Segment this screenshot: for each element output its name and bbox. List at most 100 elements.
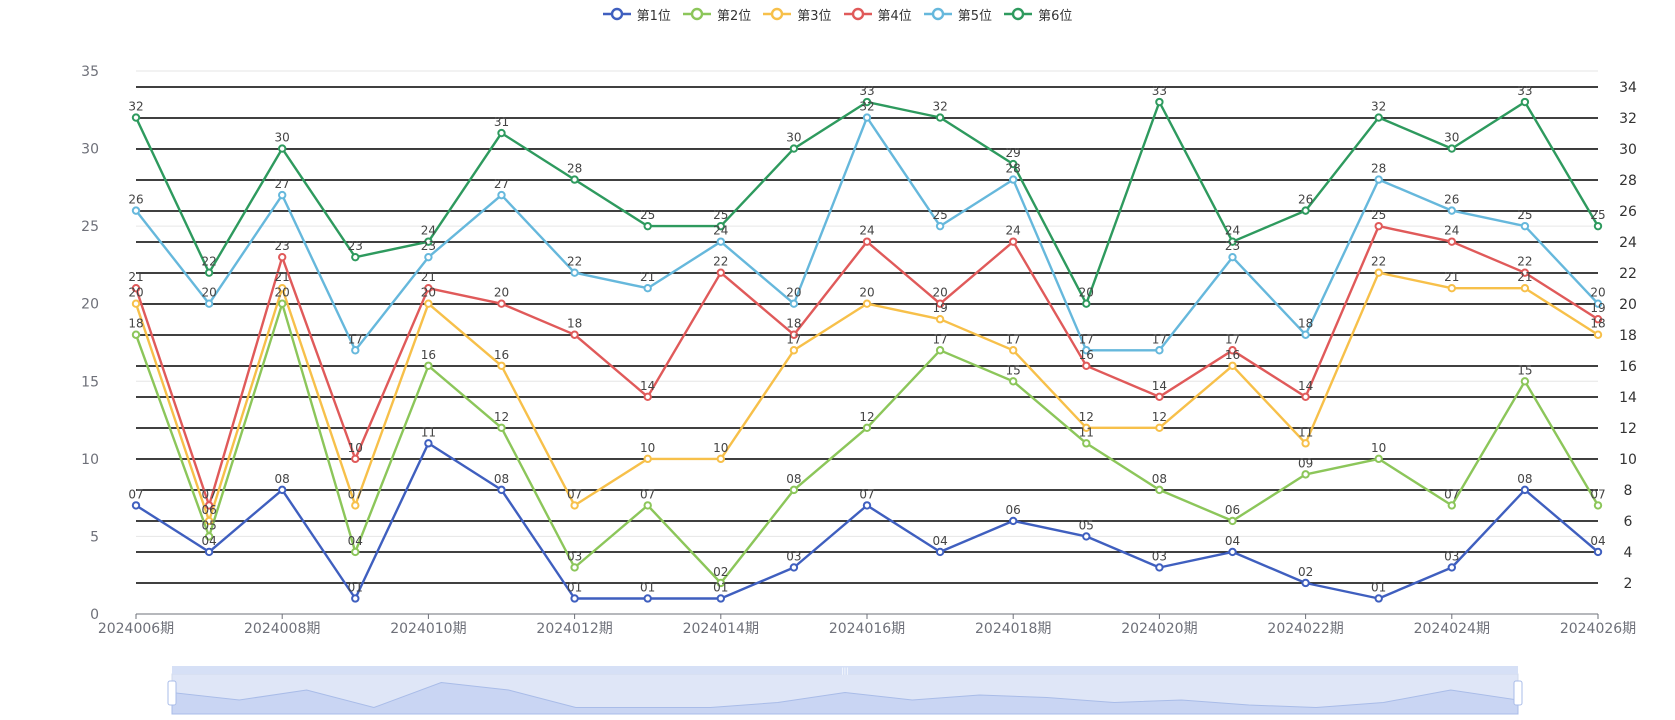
data-point-4[interactable] — [1155, 392, 1164, 401]
data-point-5[interactable] — [643, 284, 652, 293]
data-point-6[interactable] — [1520, 97, 1530, 107]
data-point-4[interactable] — [1009, 237, 1018, 246]
data-point-2[interactable] — [1520, 377, 1530, 386]
data-point-2[interactable] — [570, 563, 579, 572]
data-point-4[interactable] — [1082, 361, 1091, 370]
data-point-6[interactable] — [497, 128, 506, 138]
data-point-4[interactable] — [204, 501, 214, 510]
data-point-3[interactable] — [935, 315, 945, 324]
data-point-2[interactable] — [424, 361, 433, 370]
data-point-2[interactable] — [1155, 485, 1164, 495]
data-point-4[interactable] — [1374, 221, 1383, 231]
data-point-5[interactable] — [204, 299, 214, 308]
data-point-1[interactable] — [643, 594, 652, 603]
data-point-6[interactable] — [935, 113, 945, 122]
data-point-3[interactable] — [204, 516, 214, 526]
datazoom-left-handle[interactable] — [167, 680, 177, 706]
data-point-1[interactable] — [1009, 516, 1018, 526]
data-point-1[interactable] — [1301, 578, 1310, 588]
data-point-1[interactable] — [1155, 563, 1164, 572]
data-point-4[interactable] — [131, 284, 141, 293]
data-point-3[interactable] — [131, 299, 141, 308]
data-point-4[interactable] — [278, 252, 287, 262]
data-point-4[interactable] — [570, 330, 579, 339]
data-point-6[interactable] — [278, 144, 287, 153]
data-point-6[interactable] — [424, 237, 433, 246]
data-point-6[interactable] — [1009, 159, 1018, 169]
data-point-1[interactable] — [1082, 532, 1091, 541]
data-point-3[interactable] — [1009, 346, 1018, 355]
data-point-5[interactable] — [497, 190, 506, 200]
data-point-2[interactable] — [1009, 377, 1018, 386]
data-point-2[interactable] — [643, 501, 652, 510]
legend-item-5[interactable]: 第5位 — [923, 5, 992, 24]
legend-item-6[interactable]: 第6位 — [1004, 5, 1072, 24]
data-point-4[interactable] — [1447, 237, 1457, 246]
data-point-2[interactable] — [131, 330, 141, 339]
data-point-2[interactable] — [935, 346, 945, 355]
data-point-3[interactable] — [1082, 423, 1091, 433]
data-point-4[interactable] — [1593, 315, 1603, 324]
data-point-6[interactable] — [131, 113, 141, 122]
data-point-6[interactable] — [351, 252, 360, 262]
data-point-1[interactable] — [1228, 547, 1237, 557]
data-point-6[interactable] — [1593, 221, 1603, 231]
data-point-5[interactable] — [1520, 221, 1530, 231]
data-point-3[interactable] — [862, 299, 872, 308]
data-point-2[interactable] — [1593, 501, 1603, 510]
data-point-3[interactable] — [1374, 268, 1383, 277]
legend-item-3[interactable]: 第3位 — [763, 5, 832, 24]
data-point-6[interactable] — [789, 144, 799, 153]
data-point-5[interactable] — [789, 299, 799, 308]
data-point-3[interactable] — [351, 501, 360, 510]
data-point-5[interactable] — [1374, 175, 1383, 184]
data-point-4[interactable] — [1520, 268, 1530, 277]
data-point-1[interactable] — [278, 485, 287, 495]
data-point-4[interactable] — [1228, 346, 1237, 355]
data-point-4[interactable] — [862, 237, 872, 246]
data-point-4[interactable] — [935, 299, 945, 308]
data-point-6[interactable] — [1228, 237, 1237, 246]
data-point-1[interactable] — [716, 594, 725, 603]
legend-item-4[interactable]: 第4位 — [843, 5, 912, 24]
data-point-6[interactable] — [716, 221, 725, 231]
data-point-1[interactable] — [789, 563, 799, 572]
data-point-2[interactable] — [789, 485, 799, 495]
data-point-5[interactable] — [278, 190, 287, 200]
data-point-5[interactable] — [131, 206, 141, 215]
data-point-3[interactable] — [497, 361, 506, 370]
data-point-4[interactable] — [716, 268, 725, 277]
data-point-2[interactable] — [862, 423, 872, 433]
data-point-3[interactable] — [789, 346, 799, 355]
data-point-2[interactable] — [1228, 516, 1237, 526]
data-point-5[interactable] — [716, 237, 725, 246]
data-point-3[interactable] — [1228, 361, 1237, 370]
data-point-4[interactable] — [497, 299, 506, 308]
data-point-2[interactable] — [1374, 454, 1383, 464]
data-point-5[interactable] — [351, 346, 360, 355]
data-point-4[interactable] — [351, 454, 360, 464]
data-point-5[interactable] — [1155, 346, 1164, 355]
data-point-3[interactable] — [1593, 330, 1603, 339]
data-point-3[interactable] — [1447, 284, 1457, 293]
data-point-6[interactable] — [862, 97, 872, 107]
data-point-5[interactable] — [1228, 252, 1237, 262]
data-point-1[interactable] — [1520, 485, 1530, 495]
data-point-1[interactable] — [1447, 563, 1457, 572]
data-point-5[interactable] — [935, 221, 945, 231]
data-point-2[interactable] — [1447, 501, 1457, 510]
legend-item-1[interactable]: 第1位 — [602, 5, 671, 24]
data-point-5[interactable] — [1447, 206, 1457, 215]
data-point-3[interactable] — [1301, 439, 1310, 448]
data-point-3[interactable] — [643, 454, 652, 464]
data-point-4[interactable] — [1301, 392, 1310, 401]
data-point-2[interactable] — [278, 299, 287, 308]
datazoom-right-handle[interactable] — [1513, 680, 1523, 706]
data-point-3[interactable] — [1155, 423, 1164, 433]
data-point-1[interactable] — [497, 485, 506, 495]
data-point-2[interactable] — [1301, 470, 1310, 479]
data-point-5[interactable] — [570, 268, 579, 277]
data-point-3[interactable] — [1520, 284, 1530, 293]
data-point-4[interactable] — [643, 392, 652, 401]
data-point-1[interactable] — [131, 501, 141, 510]
